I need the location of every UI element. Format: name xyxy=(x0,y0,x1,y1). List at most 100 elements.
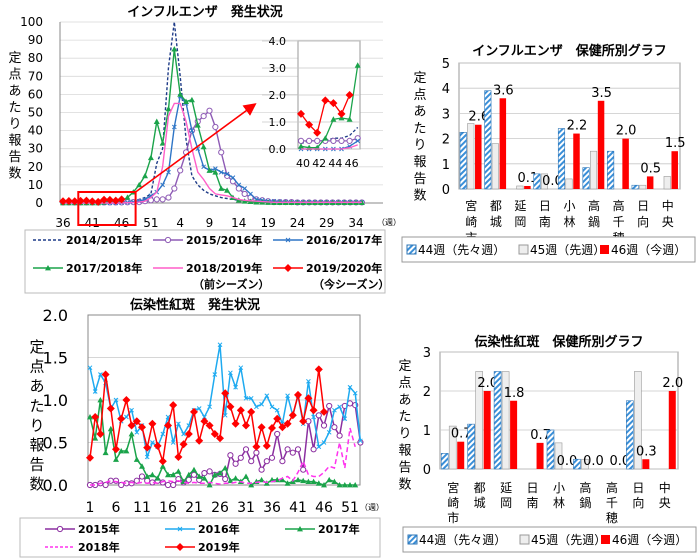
y-tick-label: 40 xyxy=(28,124,43,138)
bar xyxy=(467,423,475,470)
legend-label: 2015年 xyxy=(78,522,120,536)
x-tick-label: 21 xyxy=(185,500,203,516)
series-1-point xyxy=(248,395,254,401)
series-0-point xyxy=(274,430,281,438)
category-label: 中央 xyxy=(662,198,674,229)
category-label-char: 宮 xyxy=(447,480,459,495)
y-axis-title-char: あ xyxy=(29,377,44,395)
series-2-point xyxy=(107,425,114,432)
x-unit-label: （週） xyxy=(360,503,384,512)
series-3-point xyxy=(218,185,225,191)
series-1-point xyxy=(316,444,322,450)
series-4-point xyxy=(257,423,266,432)
inset-series-3-point xyxy=(298,143,304,149)
bar xyxy=(491,143,499,190)
category-label-char: 延 xyxy=(500,481,512,495)
bar xyxy=(467,123,475,190)
series-4-point xyxy=(252,442,261,451)
series-1-point xyxy=(98,372,103,377)
series-2-point xyxy=(305,478,312,484)
y-tick-label: 0.5 xyxy=(43,434,68,453)
series-0-point xyxy=(294,446,302,453)
series-1-point xyxy=(217,342,223,348)
legend-label: 2017/2018年 xyxy=(66,261,142,275)
series-1-point xyxy=(264,393,270,399)
bar xyxy=(483,391,491,469)
series-1-point xyxy=(222,412,228,418)
bar xyxy=(510,400,518,469)
y-axis-title-char: 定 xyxy=(413,71,426,86)
legend-marker xyxy=(56,525,64,533)
legend-swatch xyxy=(600,245,609,254)
y-axis-title-char: 報 xyxy=(29,436,44,454)
series-4-point xyxy=(143,443,152,452)
y-axis-title-char: 告 xyxy=(413,172,426,187)
category-label-char: 林 xyxy=(563,215,575,229)
series-4-point xyxy=(242,421,250,430)
bar xyxy=(663,176,671,190)
series-1-point xyxy=(235,185,242,192)
category-label-char: 日 xyxy=(527,481,539,495)
series-5-point xyxy=(59,197,67,206)
chart-title: インフルエンザ 保健所別グラフ xyxy=(472,43,667,59)
category-label: 都城 xyxy=(474,481,486,510)
series-3-point xyxy=(153,118,160,124)
series-2-point xyxy=(321,482,327,488)
series-2-point xyxy=(232,475,239,481)
x-tick-label: 36 xyxy=(55,216,70,230)
legend-frame xyxy=(401,236,696,263)
x-tick-label: 46 xyxy=(315,500,333,516)
category-label: 延岡 xyxy=(500,481,512,510)
series-1-point xyxy=(87,365,93,371)
y-tick-label: 0 xyxy=(423,463,431,478)
series-2-point xyxy=(284,480,291,486)
series-2-point xyxy=(222,465,229,471)
category-label: 日向 xyxy=(637,199,649,229)
highlight-box xyxy=(77,191,137,226)
series-0-point xyxy=(320,422,328,429)
bar xyxy=(546,429,555,470)
legend-swatch xyxy=(601,535,610,544)
legend-swatch xyxy=(518,244,529,255)
y-axis-title-char: た xyxy=(29,397,44,415)
category-label-char: 日 xyxy=(632,481,644,495)
series-4-point xyxy=(96,430,105,438)
category-label-char: 日 xyxy=(539,199,551,213)
legend-sublabel: （今シーズン） xyxy=(313,277,389,291)
series-2-point xyxy=(118,448,125,454)
series-4-point xyxy=(210,430,219,438)
series-2-point xyxy=(218,169,224,175)
series-2-point xyxy=(217,470,223,476)
data-label: 2.0 xyxy=(662,376,683,391)
series-5-point xyxy=(111,196,120,205)
bar xyxy=(639,184,647,190)
legend-label: 2019/2020年 xyxy=(306,261,382,275)
legend-label: 45週（先週） xyxy=(530,243,605,257)
y-axis-title-char: 点 xyxy=(413,88,426,103)
legend-label: 44週（先々週） xyxy=(418,243,505,257)
series-4-point xyxy=(190,407,198,416)
x-tick-label: 16 xyxy=(159,500,177,516)
influenza-bar-chart: インフルエンザ 保健所別グラフ012345定点あたり報告数宮崎市2.6都城3.6… xyxy=(401,43,696,263)
series-4-point xyxy=(101,370,110,379)
y-tick-label: 2 xyxy=(423,385,431,400)
y-axis-title-char: 数 xyxy=(413,189,426,204)
inset-y-tick-label: 2.0 xyxy=(269,89,287,102)
series-4-point xyxy=(299,417,308,426)
category-label-char: 中 xyxy=(662,198,674,213)
inset-series-5-point xyxy=(313,128,322,137)
series-4 xyxy=(63,102,362,204)
inset-series-1-point xyxy=(338,137,345,144)
series-0-point xyxy=(284,446,291,453)
inset-x-tick-label: 46 xyxy=(345,157,359,170)
y-tick-label: 3 xyxy=(442,107,450,122)
bar xyxy=(448,425,457,470)
series-3-point xyxy=(212,169,219,175)
bar xyxy=(557,128,566,190)
series-4-point xyxy=(122,396,131,404)
series-0-point xyxy=(164,481,172,489)
series-0-point xyxy=(237,454,244,461)
bar xyxy=(573,458,581,470)
series-2-point xyxy=(154,475,161,481)
series-2-point xyxy=(227,477,234,484)
